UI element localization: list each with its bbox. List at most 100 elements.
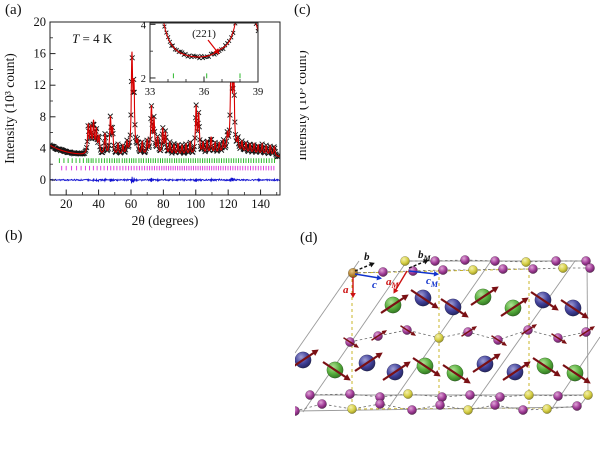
calculated-profile-line: [163, 23, 258, 58]
atom-purple: [581, 256, 591, 266]
crystal-axis-label-bM: bM: [418, 249, 432, 263]
crystal-axis-arrow-aM: [394, 270, 408, 292]
magnetic-moment-arrow: [400, 325, 414, 335]
magnetic-moment-arrow: [530, 291, 556, 309]
atom-purple: [438, 265, 448, 275]
unit-cell-edge: [295, 260, 360, 354]
atom-purple: [553, 391, 563, 401]
magnetic-moment-arrow: [440, 298, 466, 316]
panel-b-label: (b): [5, 228, 23, 244]
crystal-axis-label-b: b: [364, 251, 370, 263]
atom-purple: [435, 400, 445, 410]
atom-purple: [518, 405, 528, 415]
magnetic-moment-arrow: [470, 288, 496, 306]
calculated-profile-line: [50, 26, 280, 157]
magnetic-moment-arrow: [380, 296, 406, 314]
magnetic-moment-arrow: [472, 355, 498, 373]
crystal-axis-arrow-b: [354, 263, 373, 272]
svg-text:80: 80: [157, 197, 170, 211]
atom-purple: [345, 389, 355, 399]
atom-yellow: [558, 263, 568, 273]
bragg-ticks-inset: [172, 73, 241, 79]
panel-a-rietveld-plot-4K: 20 40 60 80 100 120 140 0 4 8 12 16 20 2θ (degrees) In…: [2, 15, 281, 228]
svg-text:39: 39: [253, 87, 264, 98]
svg-text:20: 20: [34, 15, 47, 29]
crystal-axis-arrow-c: [354, 273, 380, 279]
svg-text:4: 4: [40, 141, 47, 155]
svg-text:8: 8: [40, 110, 46, 124]
svg-text:140: 140: [251, 197, 270, 211]
svg-text:12: 12: [34, 78, 47, 92]
atom-gold: [347, 267, 359, 279]
magnetic-moment-arrow: [322, 361, 348, 379]
panel-d-label: (d): [300, 230, 318, 246]
crystal-axis-arrow-cM: [408, 270, 437, 275]
axes: [149, 22, 259, 83]
atom-row-connector: [309, 393, 589, 398]
atom-purple: [407, 405, 417, 415]
atom-yellow: [400, 256, 410, 266]
magnetic-moment-arrow: [371, 331, 385, 341]
atom-yellow: [542, 404, 552, 414]
atom-yellow: [463, 405, 473, 415]
bragg-ticks-nuclear: [58, 158, 275, 164]
observed-data-markers: [153, 400, 259, 456]
panel-c-label: (c): [294, 2, 311, 18]
series-group: [153, 400, 259, 456]
svg-text:4: 4: [141, 20, 147, 31]
atom-yellow: [583, 390, 593, 400]
magnetic-moment-arrow: [579, 327, 593, 337]
calculated-profile-line: [155, 402, 257, 456]
x-axis-title: 2θ (degrees): [132, 213, 199, 228]
magnetic-moment-arrow: [461, 327, 475, 337]
atom-yellow: [434, 333, 444, 343]
panel-a-label: (a): [5, 2, 22, 18]
atom-purple: [585, 263, 595, 273]
atom-purple: [498, 264, 508, 274]
axes: [49, 21, 281, 196]
bragg-ticks-magnetic: [61, 165, 275, 171]
difference-line: [50, 176, 280, 184]
atom-purple: [378, 267, 388, 277]
atom-yellow: [347, 404, 357, 414]
atom-purple: [295, 406, 300, 416]
magnetic-moment-arrow: [532, 357, 558, 375]
inset-peak-label: (221): [192, 28, 216, 40]
magnetic-moment-arrow: [560, 299, 586, 317]
crystal-axis-label-cM: cM: [426, 275, 439, 289]
atom-yellow: [403, 389, 413, 399]
magnetic-moment-arrow: [410, 289, 436, 307]
atom-purple: [551, 256, 561, 266]
magnetic-moment-arrow: [354, 354, 380, 372]
crystal-axis-arrow-bM: [408, 260, 427, 269]
crystal-axis-label-aM: aM: [386, 276, 400, 290]
atom-purple: [528, 264, 538, 274]
magnetic-moment-arrow: [562, 364, 588, 382]
y-axis-title: Intensity (10³ count): [2, 53, 17, 164]
atom-purple: [572, 401, 582, 411]
series-group: [50, 24, 280, 184]
svg-text:36: 36: [199, 87, 210, 98]
magnetic-moment-arrow: [442, 364, 468, 382]
unit-cell-edge: [295, 406, 580, 412]
panel-c-temperature-comparison-plot: 1020304050600102050556065300 K4 K2θ (deg…: [300, 50, 309, 161]
crystal-axis-label-a: a: [343, 284, 349, 296]
magnetic-moment-arrow: [382, 363, 408, 381]
atom-purple: [495, 392, 505, 402]
magnetic-moment-arrow: [491, 335, 505, 345]
atom-purple: [305, 390, 315, 400]
atom-purple: [375, 399, 385, 409]
atom-purple: [490, 400, 500, 410]
magnetic-moment-arrow: [343, 337, 357, 347]
svg-text:60: 60: [125, 197, 138, 211]
magnetic-moment-arrow: [295, 351, 316, 367]
atom-yellow: [468, 265, 478, 275]
atom-yellow: [521, 257, 531, 267]
svg-text:2: 2: [141, 74, 146, 85]
atom-purple: [465, 390, 475, 400]
magnetic-moment-arrow: [502, 363, 528, 381]
svg-text:33: 33: [145, 87, 156, 98]
atom-purple: [317, 399, 327, 409]
atom-row-connector: [295, 403, 578, 412]
